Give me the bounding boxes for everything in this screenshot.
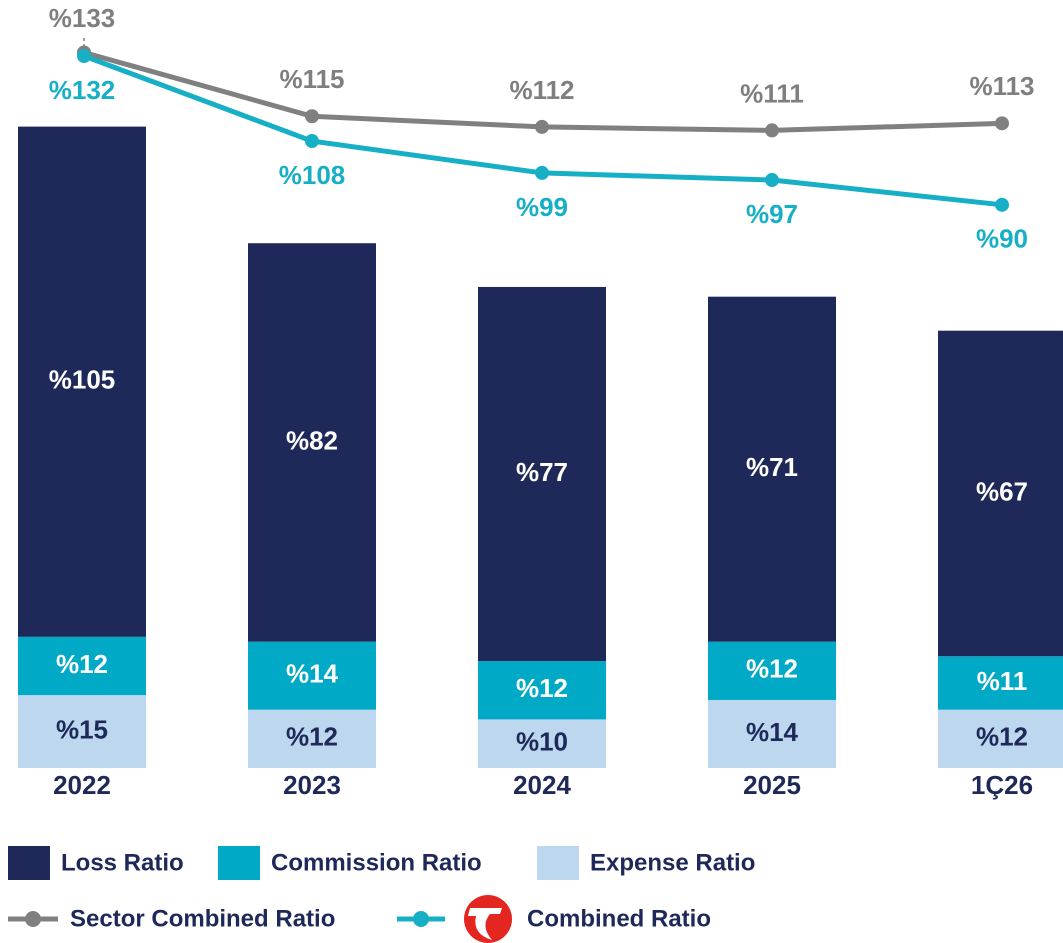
data-label: %133 [49,3,116,33]
data-label: %90 [976,224,1028,254]
legend-label: Combined Ratio [527,905,711,932]
bar-segment [938,330,1063,657]
bar-segment [478,719,606,768]
legend-swatch [218,846,260,880]
bar-segment [248,243,376,642]
x-tick-label: 2025 [743,770,801,800]
x-tick-label: 2022 [53,770,111,800]
data-label: %67 [976,476,1028,506]
line-point [535,119,549,134]
bar-segment [938,709,1063,768]
legend-label: Expense Ratio [590,849,755,876]
data-label: %14 [286,659,339,689]
line-point [535,165,549,180]
bar-segment [708,641,836,700]
data-label: %97 [746,199,798,229]
data-label: %15 [56,714,108,744]
x-tick-label: 2023 [283,770,341,800]
line-point [995,197,1009,212]
line-point [77,49,91,64]
line-point [765,173,779,188]
x-tick-label: 1Ç26 [971,770,1033,800]
data-label: %113 [969,71,1034,101]
bar-segment [478,661,606,720]
line-point [305,109,319,124]
legend-label: Commission Ratio [271,849,482,876]
legend-swatch [537,846,579,880]
data-label: %71 [746,452,798,482]
legend-label: Sector Combined Ratio [70,905,335,932]
data-label: %12 [746,654,798,684]
bar-segment [248,641,376,710]
data-label: %108 [279,160,346,190]
line-point [305,134,319,149]
data-label: %11 [977,666,1028,696]
data-label: %82 [286,425,338,455]
bar-segment [18,126,146,637]
line-point [765,123,779,138]
bar-segment [478,286,606,662]
bar-segment [18,695,146,768]
logo [464,895,512,943]
x-tick-label: 2024 [513,770,571,800]
legend-swatch [8,846,50,880]
data-label: %115 [279,64,344,94]
bar-segment [708,296,836,642]
bar-segment [18,636,146,696]
legend-label: Loss Ratio [61,849,184,876]
bar-segment [248,709,376,768]
legend-marker [413,911,429,927]
data-label: %112 [509,75,574,105]
data-label: %99 [516,192,568,222]
data-label: %12 [976,722,1028,752]
data-label: %10 [516,727,568,757]
bar-segment [938,656,1063,710]
legend-marker [25,911,41,927]
data-label: %12 [516,673,568,703]
bar-segment [708,699,836,768]
data-label: %77 [516,457,568,487]
data-label: %111 [740,78,804,108]
data-label: %14 [746,717,799,747]
data-label: %132 [49,75,116,105]
data-label: %12 [56,649,108,679]
logo-mark [468,908,502,940]
data-label: %105 [49,365,116,395]
data-label: %12 [286,722,338,752]
line-point [995,116,1009,131]
